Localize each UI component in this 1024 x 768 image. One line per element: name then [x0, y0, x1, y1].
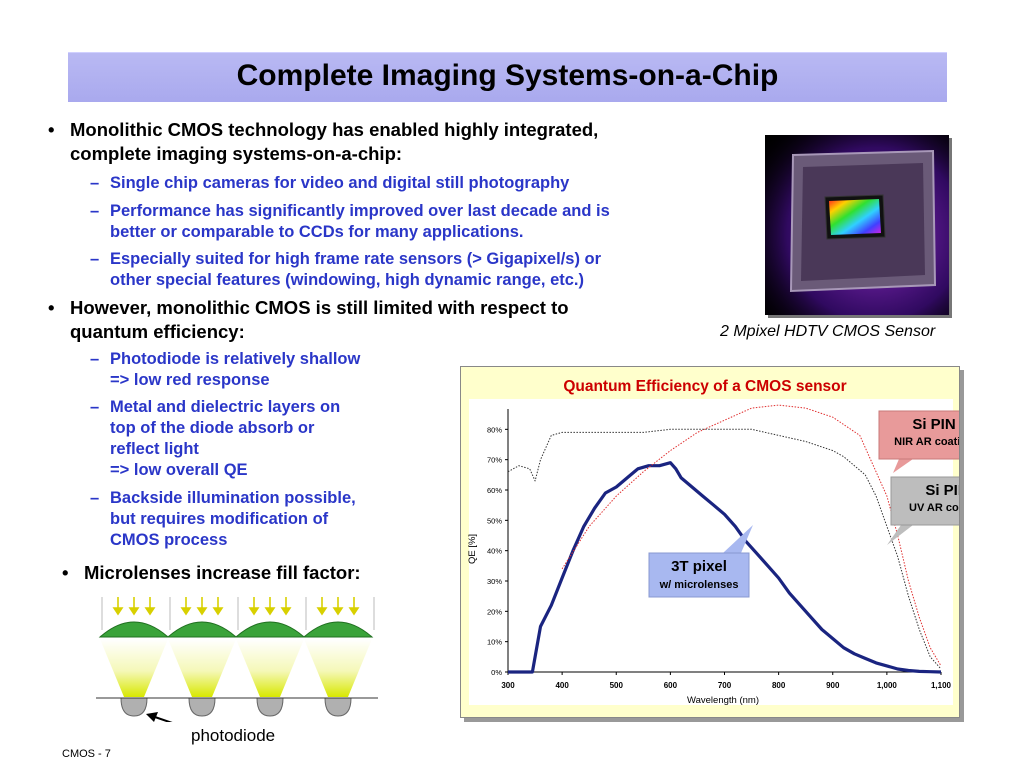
plot-area [469, 399, 953, 705]
callout-uv-subtitle: UV AR coating [909, 502, 959, 514]
sensor-photo [765, 135, 949, 315]
sub-bullet-backside: – Backside illumination possible, but re… [90, 488, 356, 551]
microlens-unit [98, 597, 170, 717]
chart-series [507, 404, 942, 674]
bullet-text-line: Monolithic CMOS technology has enabled h… [70, 119, 599, 140]
y-tick-label: 60% [487, 486, 502, 495]
y-tick-label: 0% [491, 668, 502, 677]
sub-bullet-dash: – [90, 250, 100, 268]
slide-footer: CMOS - 7 [62, 748, 111, 760]
callout-3t-subtitle: w/ microlenses [659, 579, 739, 591]
sub-bullet-dash: – [90, 398, 100, 416]
bullet-text-line: However, monolithic CMOS is still limite… [70, 297, 569, 318]
x-tick-label: 300 [501, 681, 515, 690]
sub-bullet-dash: – [90, 350, 100, 368]
bullet-monolithic: • Monolithic CMOS technology has enabled… [48, 118, 599, 166]
y-tick-label: 30% [487, 577, 502, 586]
series-line-2 [507, 428, 942, 670]
sub-bullet-dash: – [90, 174, 100, 192]
bullet-dot: • [62, 562, 69, 583]
callout-3t-pixel: 3T pixel w/ microlenses [648, 525, 753, 598]
sub-bullet-text-line: Performance has significantly improved o… [110, 202, 610, 220]
y-tick-label: 40% [487, 547, 502, 556]
bullet-text-line: quantum efficiency: [70, 321, 245, 342]
callout-nir-subtitle: NIR AR coating [894, 436, 959, 448]
microlens-unit [234, 597, 306, 717]
y-tick-label: 80% [487, 425, 502, 434]
qe-chart: Quantum Efficiency of a CMOS sensor 300 4… [467, 378, 1004, 706]
photo-caption: 2 Mpixel HDTV CMOS Sensor [720, 323, 936, 340]
microlens-unit [166, 597, 238, 717]
x-tick-label: 800 [772, 681, 786, 690]
qe-chart-frame: Quantum Efficiency of a CMOS sensor 300 4… [460, 366, 1004, 718]
chart-title: Quantum Efficiency of a CMOS sensor [563, 378, 846, 395]
y-tick-label: 10% [487, 638, 502, 647]
sub-bullet-text-line: other special features (windowing, high … [110, 271, 585, 289]
callout-3t-title: 3T pixel [671, 558, 727, 575]
bullet-text-line: complete imaging systems-on-a-chip: [70, 143, 403, 164]
sub-bullet-text-line: Metal and dielectric layers on [110, 398, 341, 416]
sub-bullet-text-line: but requires modification of [110, 510, 329, 528]
callout-nir-title: Si PIN [912, 416, 955, 433]
chart-axes: 300 400 500 600 700 800 900 1,000 1,100 0% 10% 20% 3… [487, 409, 952, 690]
bullet-however: • However, monolithic CMOS is still limi… [48, 296, 569, 344]
title-bar: Complete Imaging Systems-on-a-Chip [68, 52, 947, 102]
sub-bullet-dash: – [90, 202, 100, 220]
callout-uv-title: Si PIN [925, 482, 959, 499]
x-tick-label: 1,000 [877, 681, 898, 690]
series-line-1 [561, 404, 942, 667]
bullet-microlenses: • Microlenses increase fill factor: [62, 561, 361, 585]
bullet-dot: • [48, 119, 55, 140]
sub-bullet-performance: – Performance has significantly improved… [90, 201, 610, 243]
x-tick-label: 1,100 [931, 681, 952, 690]
sub-bullet-text-line: Photodiode is relatively shallow [110, 350, 361, 368]
x-tick-label: 400 [555, 681, 569, 690]
sub-bullet-text-line: Especially suited for high frame rate se… [110, 250, 602, 268]
series-line-0 [508, 461, 942, 674]
sub-bullet-text-line: => low red response [110, 371, 270, 389]
sub-bullet-metal-layers: – Metal and dielectric layers on top of … [90, 397, 341, 481]
photodiode-arrow-icon [146, 712, 173, 722]
bullet-text-line: Microlenses increase fill factor: [84, 562, 361, 583]
x-tick-label: 600 [664, 681, 678, 690]
y-axis-label: QE [%] [467, 534, 478, 564]
x-tick-label: 900 [826, 681, 840, 690]
sub-bullet-text-line: top of the diode absorb or [110, 419, 315, 437]
sub-bullet-text-line: CMOS process [110, 531, 228, 549]
sub-bullet-text-line: Single chip cameras for video and digita… [110, 174, 570, 192]
photodiode-label: photodiode [191, 726, 276, 745]
microlens-diagram [96, 597, 378, 722]
y-tick-label: 20% [487, 607, 502, 616]
bullet-dot: • [48, 297, 55, 318]
sub-bullet-text-line: reflect light [110, 440, 199, 458]
cmos-sensor-image [765, 135, 949, 315]
x-tick-label: 500 [610, 681, 624, 690]
sub-bullet-single-chip: – Single chip cameras for video and digi… [90, 173, 570, 194]
sub-bullet-high-frame-rate: – Especially suited for high frame rate … [90, 249, 602, 291]
sub-bullet-text-line: Backside illumination possible, [110, 489, 356, 507]
slide-title: Complete Imaging Systems-on-a-Chip [236, 59, 779, 92]
sub-bullet-photodiode-shallow: – Photodiode is relatively shallow => lo… [90, 349, 361, 391]
microlens-unit [302, 597, 375, 717]
x-axis-label: Wavelength (nm) [687, 695, 759, 706]
y-tick-label: 50% [487, 516, 502, 525]
x-tick-label: 700 [718, 681, 732, 690]
sub-bullet-dash: – [90, 489, 100, 507]
sub-bullet-text-line: => low overall QE [110, 461, 248, 479]
y-tick-label: 70% [487, 456, 502, 465]
sub-bullet-text-line: better or comparable to CCDs for many ap… [110, 223, 524, 241]
